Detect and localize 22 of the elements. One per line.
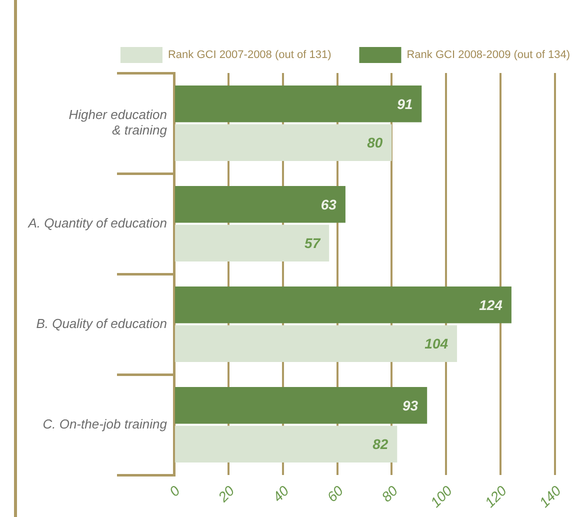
legend-label: Rank GCI 2008-2009 (out of 134) [406, 49, 570, 62]
x-tick-label: 100 [427, 482, 456, 510]
data-label: 91 [397, 96, 413, 112]
x-tick-label: 60 [324, 482, 346, 505]
data-label: 57 [304, 234, 322, 251]
y-tick-label: C. On-the-job training [42, 416, 168, 432]
x-tick-label: 40 [269, 482, 292, 505]
data-label: 82 [372, 436, 388, 452]
data-label: 80 [367, 134, 383, 150]
data-label: 124 [479, 296, 503, 313]
data-label: 63 [320, 196, 337, 212]
x-tick-label: 80 [378, 482, 401, 505]
y-tick-label: Higher education & training [68, 107, 168, 138]
y-tick-label: A. Quantity of education [27, 215, 167, 230]
y-tick-label: B. Quality of education [36, 316, 167, 331]
x-tick-label: 120 [482, 482, 510, 510]
legend-label: Rank GCI 2007-2008 (out of 131) [168, 49, 332, 62]
x-tick-label: 0 [166, 482, 184, 500]
data-label: 104 [424, 335, 448, 352]
x-tick-label: 20 [214, 482, 238, 506]
data-label: 93 [402, 397, 418, 414]
x-tick-label: 140 [536, 482, 564, 510]
